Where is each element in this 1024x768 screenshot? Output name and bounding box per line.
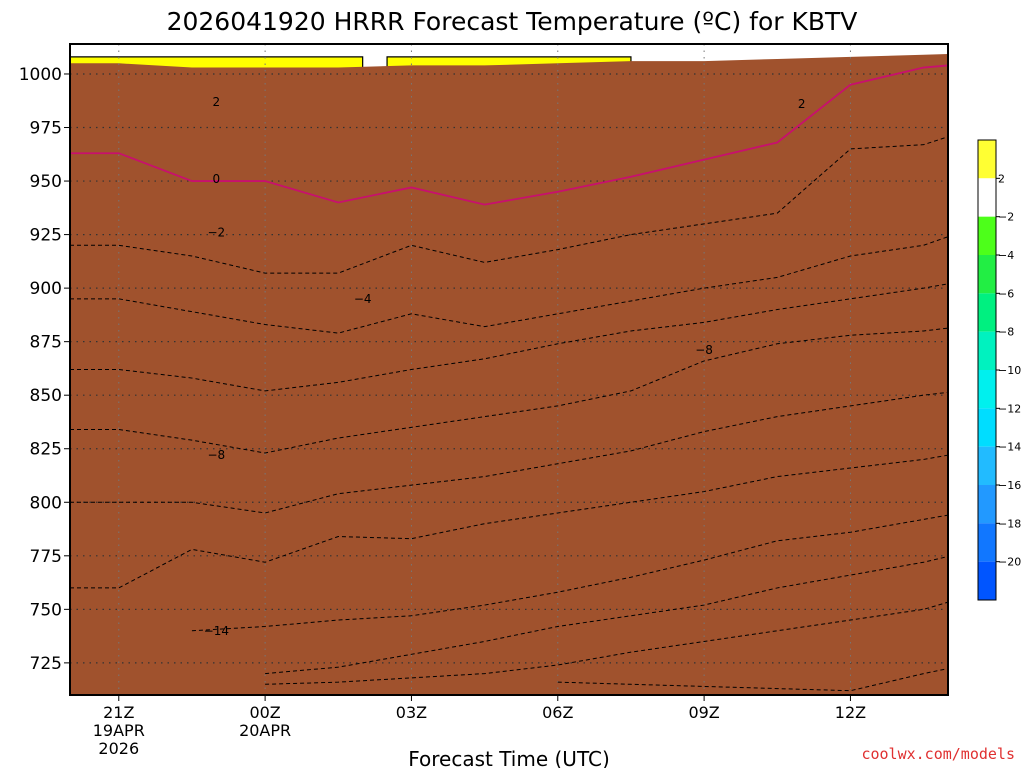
- colorbar-tick-label-8: −16: [998, 479, 1021, 492]
- colorbar-tick-label-3: −6: [998, 287, 1014, 300]
- x-tick-label-0-1: 19APR: [93, 721, 145, 740]
- contour-label-7: 2: [798, 97, 806, 111]
- x-tick-label-12-0: 09Z: [688, 703, 719, 722]
- contour-labels: −14 −8 −4 −2 0 2 −8 2: [204, 95, 806, 638]
- y-tick-label-825: 825: [30, 440, 62, 460]
- colorbar-tick-label-7: −14: [998, 441, 1021, 454]
- colorbar-tick-label-4: −8: [998, 326, 1014, 339]
- credit-link[interactable]: coolwx.com/models: [861, 745, 1015, 763]
- colorbar-swatch-3: [978, 255, 996, 294]
- isotherm-m20: [557, 658, 948, 692]
- y-tick-label-975: 975: [30, 119, 62, 139]
- y-tick-label-900: 900: [30, 279, 62, 299]
- x-tick-label-15-0: 12Z: [835, 703, 866, 722]
- y-tick-label-875: 875: [30, 333, 62, 353]
- colorbar-swatch-2: [978, 216, 996, 255]
- isotherm-m10: [70, 386, 948, 514]
- x-tick-label-6-0: 03Z: [396, 703, 427, 722]
- y-tick-label-725: 725: [30, 654, 62, 674]
- colorbar-tick-label-1: −2: [998, 211, 1014, 224]
- contour-label-6: −8: [695, 343, 713, 357]
- colorbar-swatch-10: [978, 523, 996, 562]
- isotherm-m18: [265, 587, 948, 685]
- x-tick-label-0-0: 21Z: [103, 703, 134, 722]
- contour-label-4: 0: [213, 172, 221, 186]
- colorbar-swatch-6: [978, 370, 996, 409]
- y-tick-label-750: 750: [30, 600, 62, 620]
- x-tick-label-0-2: 2026: [98, 739, 139, 758]
- y-tick-label-800: 800: [30, 493, 62, 513]
- colorbar-swatch-9: [978, 485, 996, 524]
- isotherm-m8: [70, 321, 948, 454]
- isotherm-0: [70, 60, 948, 206]
- x-tick-label-3-1: 20APR: [239, 721, 291, 740]
- contour-label-5: 2: [213, 95, 221, 109]
- isotherm-m12: [70, 446, 948, 589]
- colorbar-swatch-4: [978, 293, 996, 332]
- y-tick-label-850: 850: [30, 386, 62, 406]
- contour-label-3: −2: [207, 225, 225, 239]
- colorbar-swatch-5: [978, 331, 996, 370]
- y-tick-label-775: 775: [30, 547, 62, 567]
- x-axis-label: Forecast Time (UTC): [408, 747, 610, 768]
- colorbar-tick-label-5: −10: [998, 364, 1021, 377]
- isotherm-m14: [191, 506, 948, 632]
- colorbar-tick-label-9: −18: [998, 517, 1021, 530]
- isotherm-m4: [70, 219, 948, 334]
- x-tick-label-3-0: 00Z: [249, 703, 280, 722]
- colorbar-swatch-11: [978, 561, 996, 600]
- isotherm-lines: [70, 60, 948, 692]
- contour-label-1: −8: [207, 448, 225, 462]
- x-tick-label-9-0: 06Z: [542, 703, 573, 722]
- contour-label-0: −14: [204, 624, 229, 638]
- colorbar-swatch-8: [978, 446, 996, 485]
- colorbar-tick-label-0: 2: [998, 172, 1005, 185]
- isotherm-m16: [265, 544, 948, 675]
- colorbar-tick-label-2: −4: [998, 249, 1014, 262]
- colorbar-tick-label-6: −12: [998, 402, 1021, 415]
- ground-fill: [70, 52, 948, 695]
- y-tick-label-925: 925: [30, 226, 62, 246]
- colorbar-swatch-7: [978, 408, 996, 447]
- contour-fills: [70, 44, 948, 695]
- contour-label-2: −4: [354, 292, 372, 306]
- y-tick-label-1000: 1000: [19, 65, 62, 85]
- y-tick-label-950: 950: [30, 172, 62, 192]
- colorbar-swatch-1: [978, 178, 996, 217]
- chart-title: 2026041920 HRRR Forecast Temperature (ºC…: [167, 7, 858, 36]
- plot-frame: [69, 43, 949, 696]
- colorbar-swatch-0: [978, 140, 996, 179]
- colorbar-tick-label-10: −20: [998, 556, 1021, 569]
- y-axis: 725 750 775 800 825 850 875 900 925 950 975 1000: [19, 65, 70, 674]
- isotherm-m6: [70, 274, 948, 392]
- isotherm-m2: [70, 120, 948, 274]
- colorbar: 2 −2 −4 −6 −8 −10 −12 −14 −16 −18 −20: [977, 139, 1021, 601]
